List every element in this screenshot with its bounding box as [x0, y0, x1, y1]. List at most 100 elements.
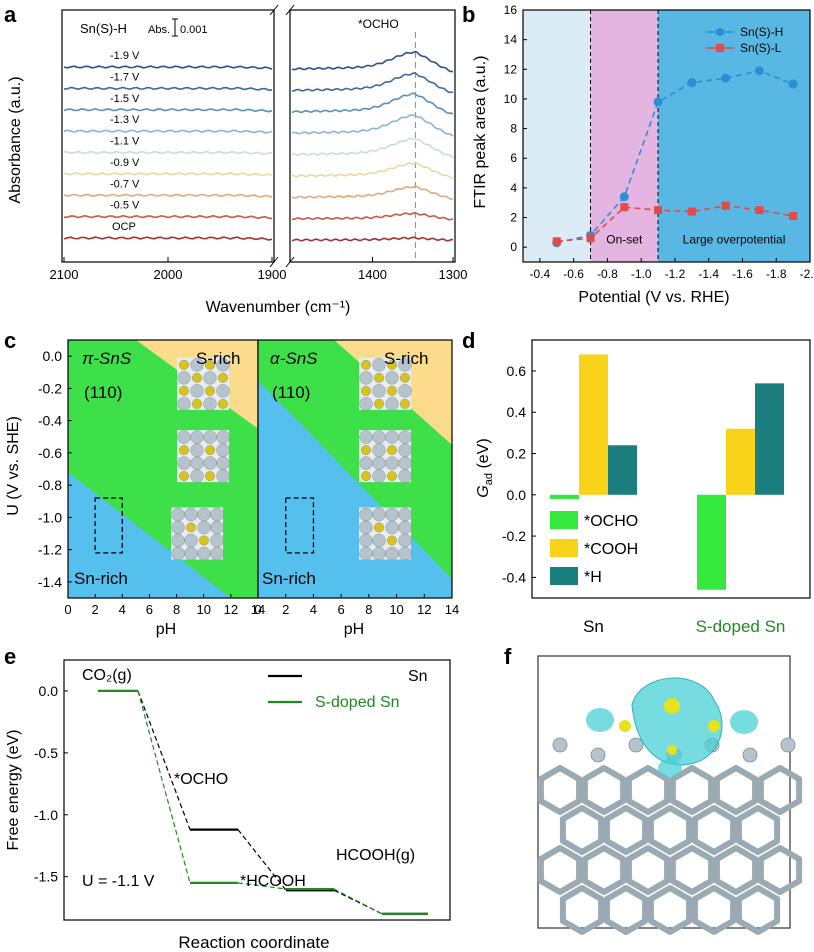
- panel-c-atom: [386, 471, 398, 482]
- panel-c-ylabel: U (V vs. SHE): [5, 416, 22, 516]
- panel-d-ylabel-sub: ad: [483, 473, 495, 485]
- panel-e: e 0.0 -0.5 -1.0 -1.5 Sn S-doped Sn Reaction c…: [4, 644, 451, 952]
- panel-b-point-sn-h: [619, 192, 629, 202]
- panel-c-right-phase: α-SnS: [270, 349, 318, 368]
- panel-b-letter: b: [462, 2, 475, 27]
- panel-b-ytick-label: 16: [504, 3, 518, 17]
- panel-c-atom: [372, 546, 386, 561]
- panel-a-trace-left: [63, 236, 273, 241]
- panel-f-isosurface-bottom: [658, 759, 682, 777]
- panel-d-ytick-label: -0.4: [502, 569, 526, 585]
- panel-b-xtick-label: -1.8: [766, 267, 787, 281]
- panel-a-trace-label: -0.7 V: [110, 178, 140, 190]
- panel-c-atom: [204, 359, 216, 370]
- panel-f-letter: f: [504, 644, 512, 669]
- panel-a-trace-label: -1.3 V: [110, 114, 140, 126]
- panel-a-letter: a: [4, 2, 17, 27]
- panel-b-point-sn-h: [754, 66, 764, 76]
- panel-f-isosurface-main: [631, 677, 723, 766]
- panel-c-structure: [359, 507, 412, 561]
- panel-c: c 0 2 4 6 8 10 12 140 2 4 6 8 10 12 140.0-0.2-0.4-0.6-…: [4, 328, 459, 638]
- panel-c-atom: [373, 398, 385, 409]
- panel-c-atom: [359, 397, 373, 411]
- panel-c-xtick-label: 6: [146, 602, 153, 617]
- panel-c-atom: [372, 533, 386, 548]
- panel-e-ytick-label: 0.0: [39, 683, 59, 699]
- panel-a-series-label: Sn(S)-H: [80, 21, 127, 36]
- panel-b-point-sn-l: [687, 207, 696, 216]
- panel-d-ylabel-main: G: [475, 485, 492, 497]
- panel-a-trace-right: [291, 211, 454, 221]
- panel-d-frame: [531, 339, 811, 599]
- panel-c-atom: [359, 533, 373, 548]
- panel-c-atom: [204, 445, 216, 456]
- panel-a-ylabel: Absorbance (a.u.): [7, 76, 24, 203]
- panel-c-atom: [359, 430, 373, 444]
- panel-a-xtick-label: 1300: [439, 267, 468, 282]
- panel-c-letter: c: [4, 328, 16, 353]
- panel-c-atom: [177, 430, 191, 444]
- panel-f-lattice-ring: [691, 885, 737, 935]
- panel-f-lattice-ring: [625, 765, 671, 815]
- panel-c-atom: [191, 372, 203, 383]
- panel-a-xlabel: Wavenumber (cm⁻¹): [206, 299, 351, 316]
- panel-c-xtick-label: 2: [92, 602, 99, 617]
- panel-f-lattice-ring: [691, 805, 737, 855]
- panel-b-point-sn-l: [620, 203, 629, 212]
- panel-b-point-sn-l: [586, 234, 595, 243]
- panel-c-atom: [398, 546, 412, 561]
- panel-f-lattice-ring: [559, 805, 605, 855]
- panel-c-structure: [359, 430, 412, 483]
- panel-c-atom: [210, 533, 224, 548]
- panel-b-ytick-label: 0: [510, 240, 517, 254]
- panel-f: f: [504, 644, 803, 935]
- panel-c-ytick-label: -0.8: [38, 477, 62, 493]
- panel-c-atom: [373, 372, 385, 383]
- panel-c-atom: [386, 445, 398, 456]
- panel-e-ytick-label: -1.0: [34, 807, 58, 823]
- panel-c-atom: [190, 443, 204, 457]
- panel-b-xtick-label: -0.8: [597, 267, 618, 281]
- panel-d-ytick-label: 0.4: [507, 404, 527, 420]
- panel-b-legend-label: Sn(S)-H: [740, 25, 783, 39]
- panel-a-trace-right: [291, 162, 454, 180]
- panel-f-lattice-ring: [713, 845, 759, 895]
- panel-c-atom: [360, 359, 372, 370]
- panel-c-box-marker: [94, 497, 123, 554]
- panel-f-s-atom-center: [664, 698, 680, 714]
- panel-e-hcooh-gas-label: HCOOH(g): [336, 847, 415, 864]
- panel-c-atom: [385, 520, 399, 535]
- panel-c-xtick-label: 8: [365, 602, 372, 617]
- panel-c-xlabel-right: pH: [344, 621, 364, 638]
- panel-b-series-line: [556, 204, 794, 242]
- panel-f-atom: [590, 747, 606, 763]
- panel-f-lattice-ring: [625, 845, 671, 895]
- panel-c-atom: [385, 507, 399, 522]
- panel-c-atom: [360, 445, 372, 456]
- panel-c-sn-rich-region: [68, 472, 231, 598]
- panel-c-atom: [178, 471, 190, 482]
- panel-c-right-top-label: S-rich: [384, 349, 428, 368]
- panel-c-atom: [398, 443, 412, 457]
- panel-e-ocho-label: *OCHO: [174, 771, 228, 788]
- panel-c-xtick-label: 0: [254, 602, 261, 617]
- panel-e-ytick-label: -1.5: [34, 869, 58, 885]
- panel-c-atom: [203, 456, 217, 470]
- panel-a-frame-right: [289, 9, 456, 263]
- panel-c-xtick-label: 6: [338, 602, 345, 617]
- panel-c-atom: [372, 358, 386, 372]
- panel-d-ylabel-unit: (eV): [475, 438, 492, 473]
- panel-c-atom: [204, 471, 216, 482]
- panel-c-structure: [177, 357, 230, 411]
- panel-b-region: [523, 10, 591, 262]
- panel-c-atom: [398, 358, 412, 372]
- panel-a-trace-left: [63, 129, 273, 134]
- panel-c-atom: [360, 385, 372, 396]
- panel-c-atom: [190, 358, 204, 372]
- panel-f-s-atom-left: [619, 720, 631, 732]
- panel-f-s-atom-bottom: [667, 745, 677, 755]
- panel-b-region: [658, 10, 810, 262]
- panel-f-lattice-ring: [581, 845, 627, 895]
- panel-c-ytick-label: -1.4: [38, 574, 62, 590]
- panel-c-atom: [216, 384, 230, 398]
